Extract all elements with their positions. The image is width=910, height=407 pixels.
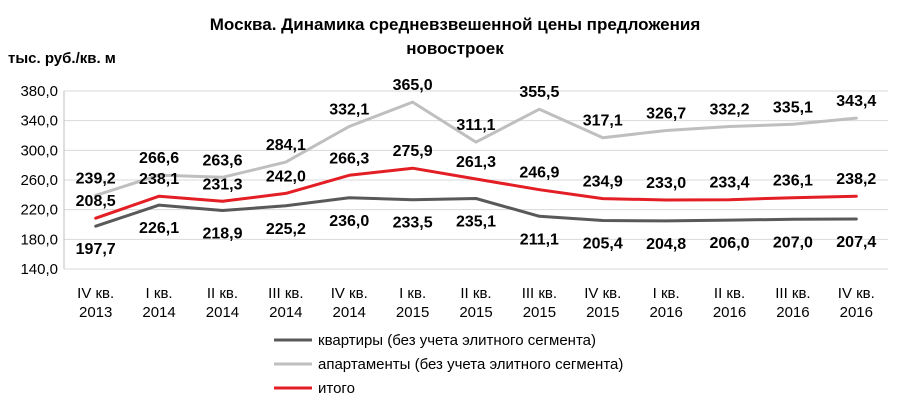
x-tick-label-year: 2016 bbox=[713, 304, 746, 321]
y-tick-label: 220,0 bbox=[20, 202, 58, 219]
x-tick-label-year: 2016 bbox=[840, 304, 873, 321]
chart-title-line1: Москва. Динамика средневзвешенной цены п… bbox=[210, 15, 701, 34]
data-label: 218,9 bbox=[202, 225, 242, 242]
data-label: 242,0 bbox=[266, 168, 306, 185]
data-label: 204,8 bbox=[646, 236, 686, 253]
x-tick-label-quarter: III кв. bbox=[268, 285, 303, 302]
x-tick-label-quarter: II кв. bbox=[460, 285, 491, 302]
data-label: 233,4 bbox=[710, 175, 750, 192]
data-label: 238,2 bbox=[836, 171, 876, 188]
legend-label: квартиры (без учета элитного сегмента) bbox=[318, 332, 596, 349]
chart-title-line2: новостроек bbox=[406, 39, 504, 58]
data-label: 207,4 bbox=[836, 234, 876, 251]
data-label: 275,9 bbox=[393, 143, 433, 160]
y-tick-label: 300,0 bbox=[20, 142, 58, 159]
x-tick-label-quarter: IV кв. bbox=[584, 285, 621, 302]
series-lines bbox=[94, 100, 858, 228]
y-tick-label: 180,0 bbox=[20, 231, 58, 248]
data-label: 239,2 bbox=[76, 170, 116, 187]
x-tick-label-year: 2014 bbox=[333, 304, 366, 321]
data-label: 311,1 bbox=[456, 117, 495, 134]
x-tick-label-year: 2014 bbox=[206, 304, 239, 321]
legend: квартиры (без учета элитного сегмента) ап… bbox=[274, 332, 623, 397]
data-label: 226,1 bbox=[139, 220, 179, 237]
x-tick-label-quarter: I кв. bbox=[399, 285, 426, 302]
data-label: 246,9 bbox=[519, 165, 559, 182]
x-tick-label-year: 2016 bbox=[649, 304, 682, 321]
data-label: 225,2 bbox=[266, 221, 306, 238]
x-tick-label-year: 2016 bbox=[776, 304, 809, 321]
data-label: 233,0 bbox=[646, 175, 686, 192]
y-axis-unit-label: тыс. руб./кв. м bbox=[8, 50, 116, 67]
y-tick-label: 260,0 bbox=[20, 172, 58, 189]
data-label: 335,1 bbox=[773, 99, 813, 116]
legend-label: итого bbox=[318, 380, 355, 397]
data-label: 332,1 bbox=[329, 102, 369, 119]
data-label: 238,1 bbox=[139, 171, 179, 188]
data-label: 236,0 bbox=[329, 213, 369, 230]
data-labels: 197,7 226,1 218,9 225,2 236,0 233,5 235,1 211,1… bbox=[76, 77, 877, 258]
y-tick-label: 140,0 bbox=[20, 261, 58, 278]
x-tick-label-quarter: III кв. bbox=[522, 285, 557, 302]
data-label: 332,2 bbox=[710, 101, 750, 118]
x-tick-label-year: 2015 bbox=[459, 304, 492, 321]
legend-label: апартаменты (без учета элитного сегмента… bbox=[318, 356, 623, 373]
x-tick-label-year: 2014 bbox=[269, 304, 302, 321]
data-label: 206,0 bbox=[710, 235, 750, 252]
data-label: 326,7 bbox=[646, 106, 686, 123]
data-label: 284,1 bbox=[266, 137, 306, 154]
x-tick-label-year: 2014 bbox=[142, 304, 175, 321]
series-line-2 bbox=[94, 166, 858, 220]
x-tick-label-quarter: I кв. bbox=[146, 285, 173, 302]
data-label: 355,5 bbox=[519, 84, 559, 101]
y-axis: 380,0 340,0 300,0 260,0 220,0 180,0 140,0 bbox=[20, 83, 58, 278]
data-label: 207,0 bbox=[773, 234, 813, 251]
data-label: 365,0 bbox=[393, 77, 433, 94]
data-label: 261,3 bbox=[456, 154, 496, 171]
x-axis: IV кв. 2013 I кв. 2014 II кв. 2014 III кв. 2014… bbox=[77, 285, 875, 321]
data-label: 317,1 bbox=[583, 113, 623, 130]
series-line-0 bbox=[94, 196, 858, 228]
data-label: 234,9 bbox=[583, 174, 623, 191]
x-tick-label-year: 2013 bbox=[79, 304, 112, 321]
x-tick-label-quarter: III кв. bbox=[775, 285, 810, 302]
x-tick-label-quarter: II кв. bbox=[714, 285, 745, 302]
data-label: 205,4 bbox=[583, 235, 623, 252]
data-label: 211,1 bbox=[520, 231, 559, 248]
x-tick-label-quarter: II кв. bbox=[207, 285, 238, 302]
x-tick-label-quarter: IV кв. bbox=[838, 285, 875, 302]
data-label: 266,6 bbox=[139, 150, 179, 167]
x-tick-label-year: 2015 bbox=[586, 304, 619, 321]
series-line-1 bbox=[94, 100, 858, 197]
data-label: 343,4 bbox=[836, 93, 876, 110]
data-label: 197,7 bbox=[76, 241, 116, 258]
data-label: 266,3 bbox=[329, 150, 369, 167]
x-tick-label-quarter: I кв. bbox=[653, 285, 680, 302]
data-label: 236,1 bbox=[773, 173, 813, 190]
data-label: 233,5 bbox=[393, 215, 433, 232]
x-tick-label-year: 2015 bbox=[396, 304, 429, 321]
data-label: 208,5 bbox=[76, 193, 116, 210]
y-tick-label: 380,0 bbox=[20, 83, 58, 100]
data-label: 235,1 bbox=[456, 213, 496, 230]
y-tick-label: 340,0 bbox=[20, 113, 58, 130]
data-label: 263,6 bbox=[202, 152, 242, 169]
data-label: 231,3 bbox=[202, 176, 242, 193]
x-tick-label-quarter: IV кв. bbox=[77, 285, 114, 302]
x-tick-label-year: 2015 bbox=[523, 304, 556, 321]
x-tick-label-quarter: IV кв. bbox=[331, 285, 368, 302]
